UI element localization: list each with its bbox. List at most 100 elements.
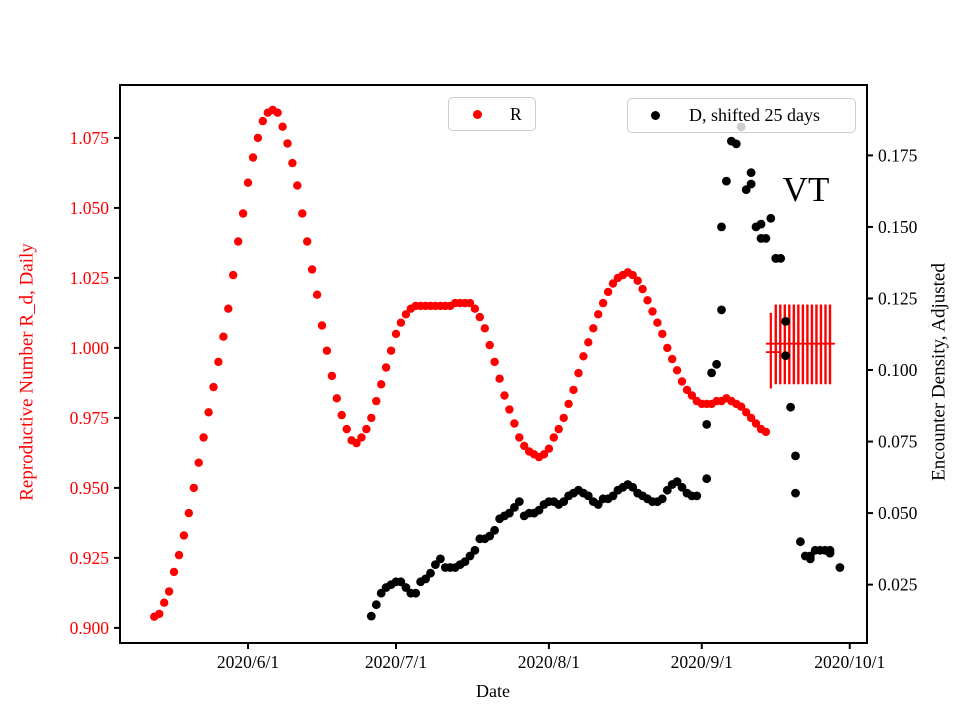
r-series-point xyxy=(307,265,317,274)
d-series-point xyxy=(791,451,800,461)
d-series-point xyxy=(677,482,687,492)
r-series-point xyxy=(643,296,652,305)
y-left-tick-label: 0.975 xyxy=(70,408,110,428)
d-series-point xyxy=(825,548,835,558)
r-series-point xyxy=(229,270,238,280)
r-series-point xyxy=(668,354,677,364)
r-series-point xyxy=(209,382,218,392)
d-series-point xyxy=(411,588,421,598)
r-series-point xyxy=(238,209,248,218)
r-series-point xyxy=(663,343,672,353)
d-series-point xyxy=(791,488,800,498)
y-left-tick-label: 0.900 xyxy=(70,618,110,638)
y-right-tick-label: 0.175 xyxy=(878,145,918,165)
r-series-point xyxy=(258,116,267,126)
r-series-point xyxy=(648,307,657,316)
r-series-point xyxy=(584,338,593,347)
r-series-point xyxy=(283,139,292,148)
d-series-point xyxy=(761,234,771,243)
r-series-point xyxy=(539,450,549,459)
legend-d-label: D, shifted 25 days xyxy=(689,105,820,125)
r-series-point xyxy=(199,433,208,442)
r-series-point xyxy=(589,324,598,333)
r-series-point xyxy=(465,298,475,308)
d-series-point xyxy=(510,503,519,512)
r-series-point xyxy=(322,346,332,355)
d-series-point xyxy=(756,219,766,229)
r-series-point xyxy=(377,380,386,389)
d-series-point xyxy=(731,139,741,149)
r-series-point xyxy=(751,419,761,428)
d-series-point xyxy=(460,557,470,567)
d-series-point xyxy=(766,213,776,223)
r-series-point xyxy=(401,310,411,319)
d-series-point xyxy=(717,222,726,232)
d-series-point xyxy=(746,179,756,189)
d-series-point xyxy=(776,254,786,263)
x-tick-label: 2020/7/1 xyxy=(365,652,427,672)
r-series-point xyxy=(490,357,499,367)
r-series-point xyxy=(628,270,637,280)
legend-d: D, shifted 25 days xyxy=(627,98,856,133)
d-series-point xyxy=(746,168,756,178)
x-tick-label: 2020/10/1 xyxy=(814,652,885,672)
d-series-point xyxy=(796,537,805,547)
r-series-point xyxy=(564,399,573,409)
plot-border xyxy=(119,84,868,644)
r-series-point xyxy=(293,181,302,190)
legend-d-marker-icon xyxy=(651,111,660,120)
r-series-point xyxy=(332,394,341,403)
r-series-point xyxy=(169,567,179,577)
y-left-tick-label: 0.950 xyxy=(70,478,110,498)
r-series-point xyxy=(243,178,253,187)
d-series-point xyxy=(465,551,475,561)
r-series-point xyxy=(189,483,198,493)
d-series-point xyxy=(672,477,682,486)
r-series-point xyxy=(672,366,682,375)
r-series-point xyxy=(303,237,312,246)
y-right-tick-label: 0.050 xyxy=(878,503,918,523)
r-series-point xyxy=(362,424,371,434)
d-series-point xyxy=(722,176,731,186)
d-series-point xyxy=(485,531,495,541)
r-series-point xyxy=(312,290,322,299)
d-series-point xyxy=(505,508,514,518)
d-series-point xyxy=(490,525,499,535)
r-series-point xyxy=(603,287,613,297)
r-series-point xyxy=(742,408,751,417)
r-series-point xyxy=(288,158,297,168)
r-series-point xyxy=(174,550,184,560)
d-series-point xyxy=(692,491,702,501)
r-series-point xyxy=(515,433,524,442)
d-series-point xyxy=(366,611,376,621)
r-series-point xyxy=(480,324,489,333)
r-series-point xyxy=(298,209,307,218)
d-series-point xyxy=(514,497,524,506)
r-series-point xyxy=(746,413,756,423)
y-right-tick-label: 0.025 xyxy=(878,575,918,595)
d-series-point xyxy=(608,491,618,501)
r-series-point xyxy=(184,508,193,518)
r-series-point xyxy=(475,312,484,322)
y-right-tick-label: 0.075 xyxy=(878,432,918,452)
r-series-point xyxy=(337,410,346,420)
r-series-point xyxy=(485,340,494,350)
r-series-point xyxy=(579,352,588,361)
r-series-point xyxy=(633,276,642,285)
r-series-point xyxy=(396,318,406,327)
r-series-point xyxy=(253,133,263,143)
r-series-point xyxy=(544,444,554,453)
d-series-point xyxy=(583,491,593,501)
d-series-point xyxy=(707,368,716,378)
r-series-point xyxy=(677,377,687,386)
r-series-point xyxy=(554,424,563,434)
r-series-point xyxy=(372,396,381,406)
r-series-point xyxy=(194,458,203,467)
r-series-point xyxy=(342,424,351,434)
y-left-tick-label: 1.050 xyxy=(70,198,110,218)
d-series-point xyxy=(835,563,845,572)
d-series-point xyxy=(781,317,790,326)
y-left-tick-label: 0.925 xyxy=(70,548,110,568)
r-series-point xyxy=(682,385,692,395)
y-left-tick-label: 1.000 xyxy=(70,338,110,358)
